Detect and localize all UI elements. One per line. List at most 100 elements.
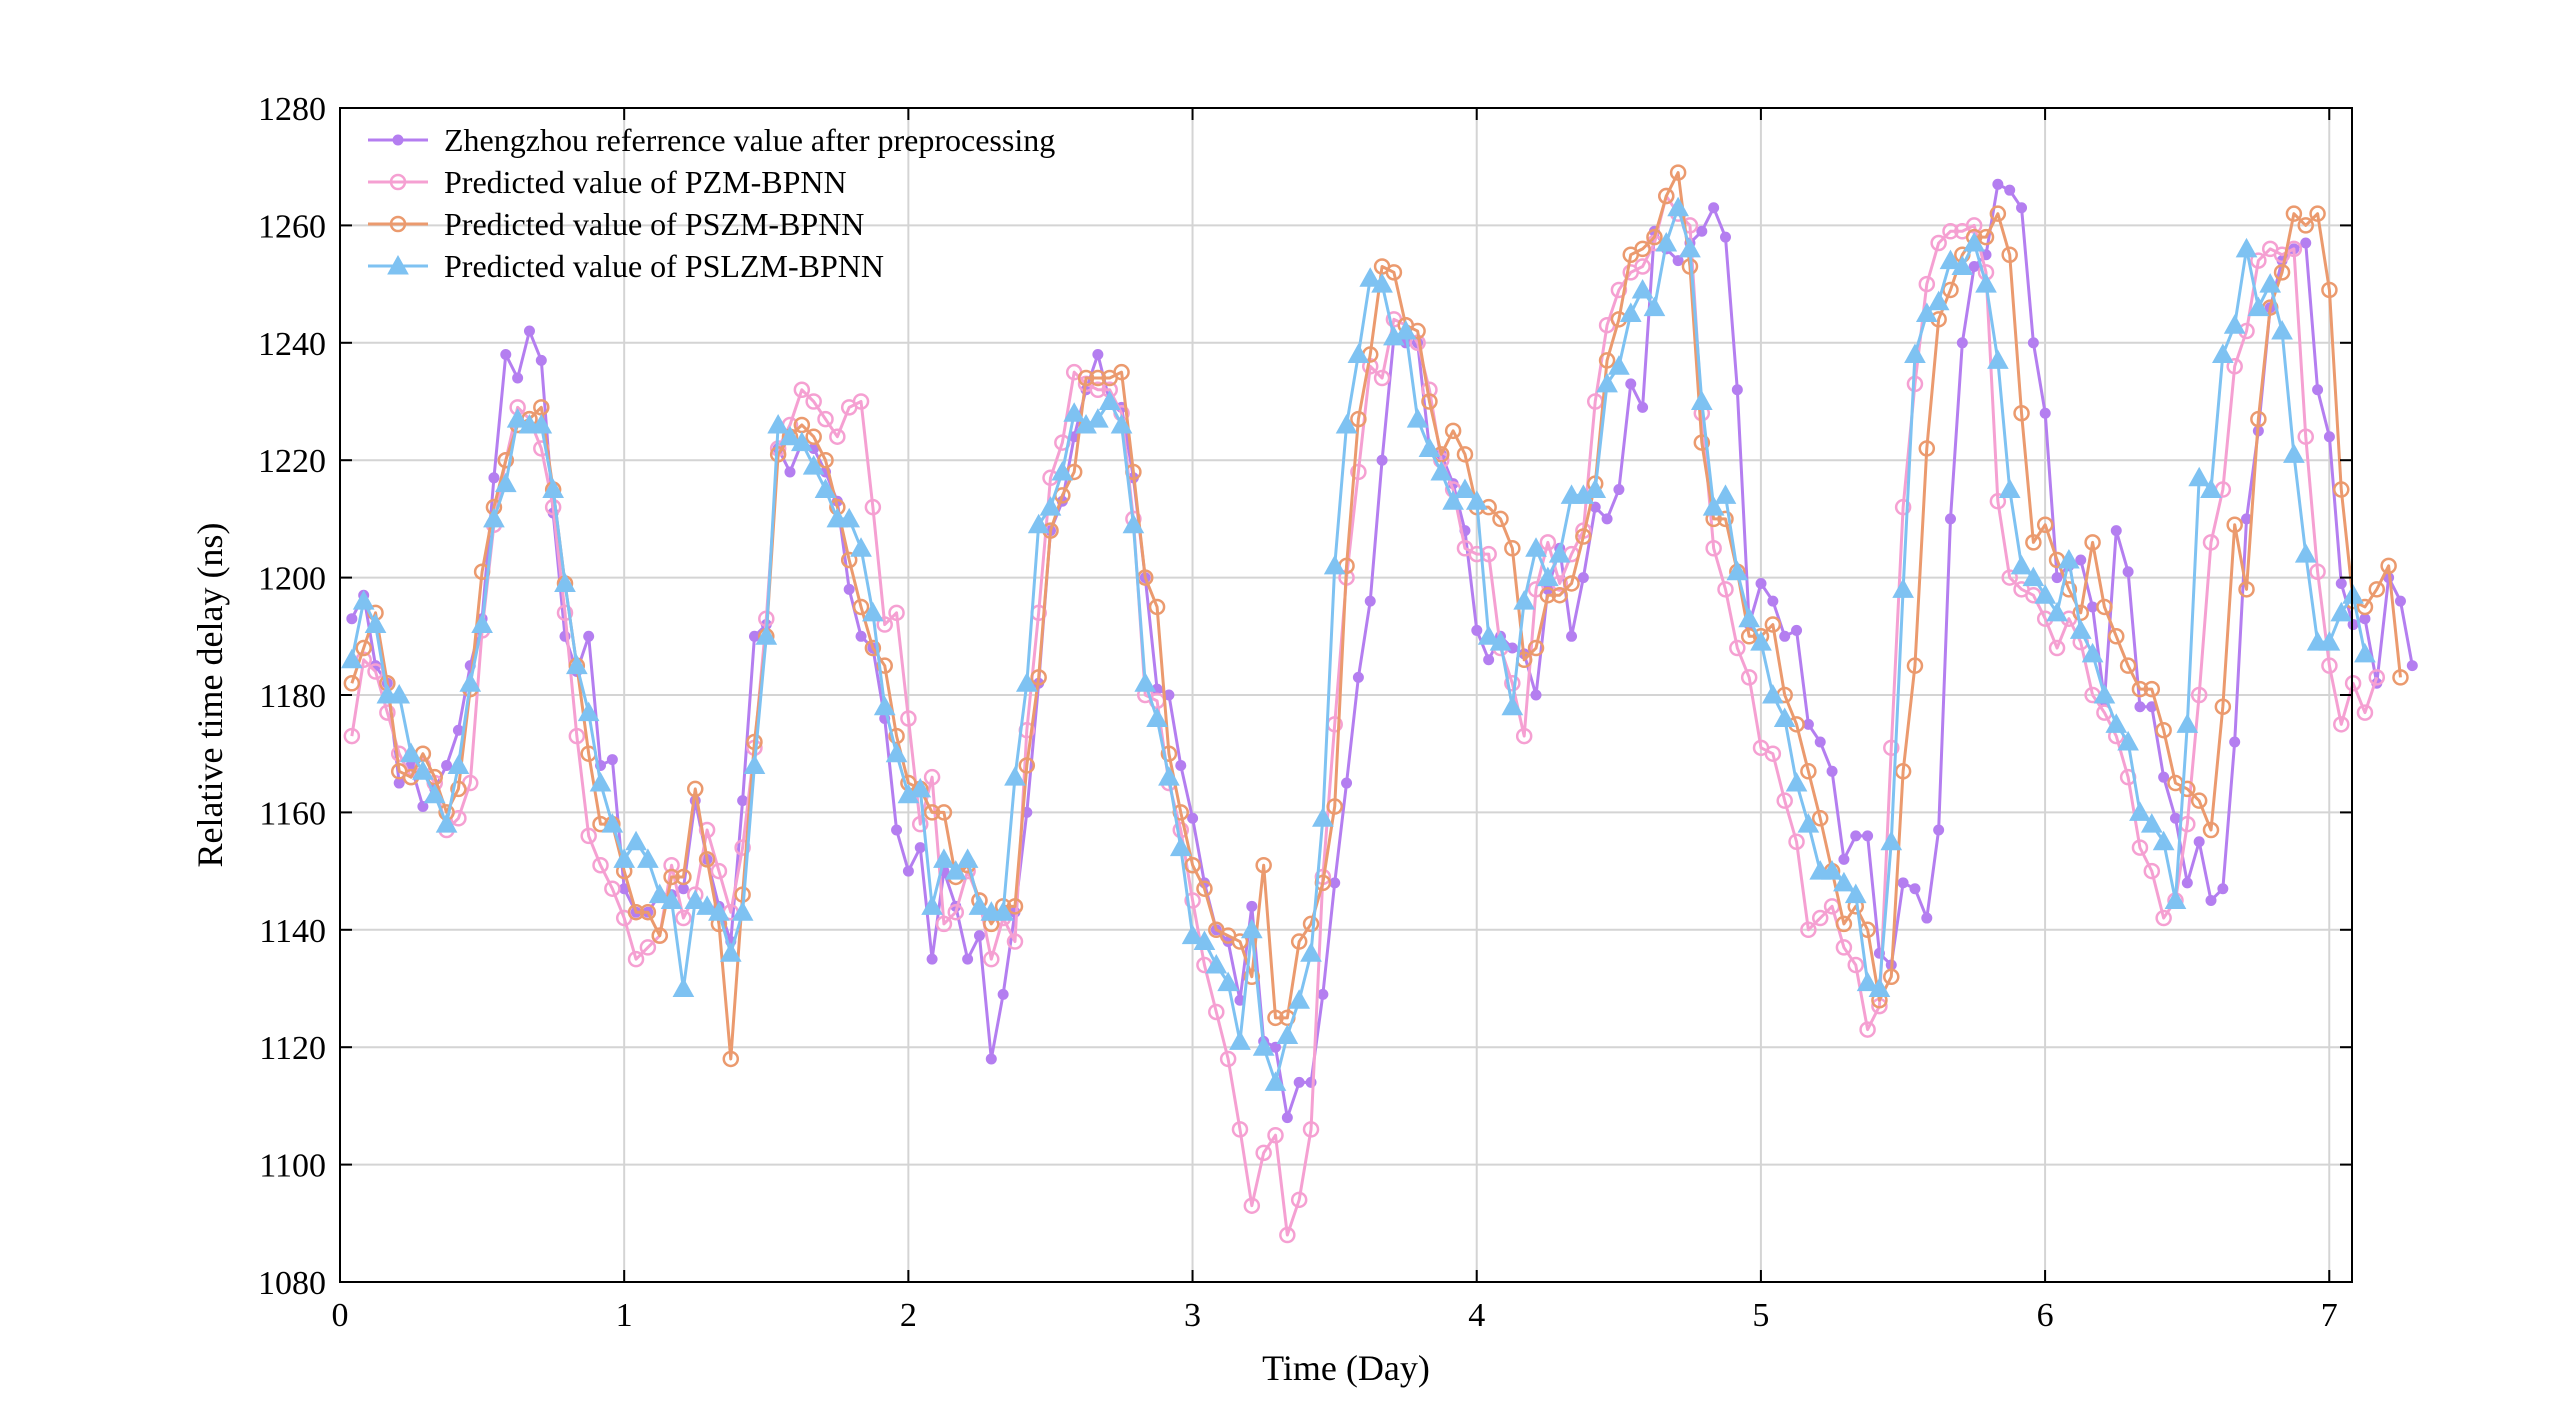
data-point (2273, 264, 2291, 281)
data-point (1513, 590, 1536, 610)
data-point (1998, 478, 2021, 499)
data-point (1181, 924, 1204, 945)
data-point (1539, 586, 1557, 604)
data-point (784, 466, 796, 478)
legend-swatch-marker (389, 215, 407, 233)
data-point (1027, 513, 1050, 534)
data-point (1906, 657, 1924, 674)
data-point (1376, 454, 1388, 466)
data-point (580, 827, 597, 845)
data-point (613, 848, 636, 868)
data-point (722, 1050, 740, 1068)
data-point (2354, 642, 2376, 663)
data-point (2202, 821, 2220, 839)
data-point (1987, 349, 2009, 369)
data-point (891, 824, 903, 836)
data-point (1951, 255, 1974, 275)
data-point (1738, 607, 1761, 628)
data-point (1643, 296, 1666, 317)
data-point (1243, 1197, 1261, 1214)
data-point (2013, 404, 2030, 422)
data-point (1750, 631, 1772, 651)
legend-item: Predicted value of PZM-BPNN (368, 164, 847, 200)
data-point (400, 742, 422, 763)
data-point (914, 842, 926, 854)
data-point (589, 772, 612, 792)
data-point (802, 455, 825, 475)
data-point (1187, 812, 1199, 824)
data-point (1293, 1076, 1305, 1088)
data-point (435, 813, 458, 833)
data-point (1631, 278, 1654, 299)
data-point (379, 704, 396, 721)
data-point (2335, 577, 2347, 589)
data-point (364, 613, 387, 634)
data-point (1847, 956, 1865, 974)
data-point (2048, 639, 2066, 657)
data-point (1169, 836, 1192, 857)
data-point (2190, 686, 2208, 704)
data-point (843, 583, 855, 595)
data-point (1634, 258, 1651, 275)
data-point (488, 472, 500, 484)
data-point (1098, 390, 1121, 410)
data-point (698, 851, 716, 868)
legend-label: Predicted value of PSZM-BPNN (444, 206, 864, 242)
data-point (852, 598, 870, 616)
data-point (698, 821, 716, 839)
data-point (450, 780, 467, 798)
data-point (696, 895, 718, 915)
data-point (1619, 302, 1642, 322)
data-point (1231, 933, 1249, 950)
data-point (1530, 689, 1542, 701)
data-point (1246, 900, 1258, 912)
data-point (2129, 801, 2151, 821)
data-point (805, 393, 822, 410)
data-point (1658, 187, 1675, 205)
data-point (1302, 1121, 1320, 1138)
y-tick-label: 1100 (259, 1148, 326, 1185)
data-point (1229, 1030, 1251, 1050)
legend-label: Predicted value of PSLZM-BPNN (444, 248, 884, 284)
data-point (2096, 598, 2113, 616)
data-point (2394, 595, 2406, 607)
data-point (1717, 510, 1734, 528)
data-point (1015, 672, 1038, 692)
data-point (1563, 575, 1580, 592)
data-point (923, 804, 941, 821)
data-point (1279, 1226, 1296, 1244)
data-point (2081, 642, 2104, 663)
data-point (675, 909, 692, 927)
data-point (1394, 320, 1417, 340)
data-point (2010, 554, 2033, 575)
y-tick-label: 1080 (258, 1265, 326, 1302)
data-point (2297, 217, 2314, 234)
data-point (2309, 205, 2326, 222)
data-point (1255, 856, 1272, 874)
data-point (1814, 736, 1826, 748)
data-point (1696, 225, 1708, 237)
data-point (2342, 584, 2364, 604)
data-point (2188, 466, 2211, 487)
data-point (1637, 401, 1649, 413)
data-point (1773, 707, 1796, 727)
data-point (1764, 745, 1782, 762)
data-point (1184, 856, 1201, 874)
data-point (710, 862, 728, 880)
data-point (1290, 933, 1308, 950)
data-point (997, 988, 1009, 1000)
data-point (2004, 184, 2016, 196)
data-point (2406, 660, 2418, 672)
data-point (2016, 202, 2028, 214)
data-point (343, 727, 361, 745)
data-point (1883, 739, 1900, 757)
data-point (2025, 534, 2042, 551)
y-tick-label: 1160 (259, 795, 326, 832)
data-point (441, 759, 453, 771)
data-point (2250, 252, 2267, 269)
data-point (2235, 237, 2258, 258)
data-point (748, 630, 760, 642)
data-point (1989, 205, 2007, 222)
data-point (1584, 478, 1607, 499)
data-point (565, 654, 588, 675)
